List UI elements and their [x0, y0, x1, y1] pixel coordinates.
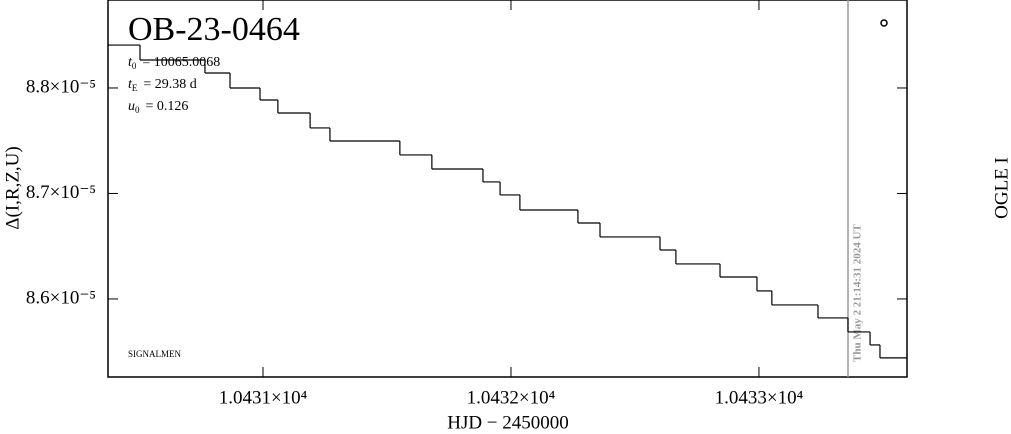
- annotation-subscript: 0: [132, 61, 137, 71]
- chart-title: OB-23-0464: [128, 11, 300, 48]
- y-tick-label: 8.6×10⁻⁵: [26, 287, 96, 308]
- timestamp: Thu May 2 21:14:31 2024 UT: [852, 224, 864, 362]
- annotation-subscript: 0: [135, 105, 140, 115]
- annotation-text: = 10065.0068: [142, 55, 220, 70]
- x-tick-label: 1.0433×10⁴: [715, 387, 804, 408]
- annotation: u0 = 0.126: [128, 99, 188, 115]
- x-tick-label: 1.0431×10⁴: [219, 387, 308, 408]
- credit: SIGNALMEN: [128, 349, 181, 359]
- annotation-subscript: E: [132, 83, 138, 93]
- y-tick-label: 8.7×10⁻⁵: [26, 182, 96, 203]
- x-axis-label: HJD − 2450000: [447, 412, 569, 433]
- annotation-text: = 0.126: [146, 99, 189, 114]
- annotation-symbol: u: [128, 99, 135, 114]
- annotation-symbol: t: [128, 55, 133, 70]
- x-tick-label: 1.0432×10⁴: [467, 387, 556, 408]
- symbol-marker: [880, 19, 888, 27]
- side-label: OGLE I: [991, 157, 1011, 219]
- annotation-symbol: t: [128, 77, 133, 92]
- annotation: t0 = 10065.0068: [128, 55, 220, 71]
- annotation: tE = 29.38 d: [128, 77, 197, 93]
- y-tick-label: 8.8×10⁻⁵: [26, 76, 96, 97]
- plot-frame: [107, 0, 908, 378]
- annotation-text: = 29.38 d: [143, 77, 196, 92]
- y-axis-label: Δ(I,R,Z,U): [2, 146, 23, 229]
